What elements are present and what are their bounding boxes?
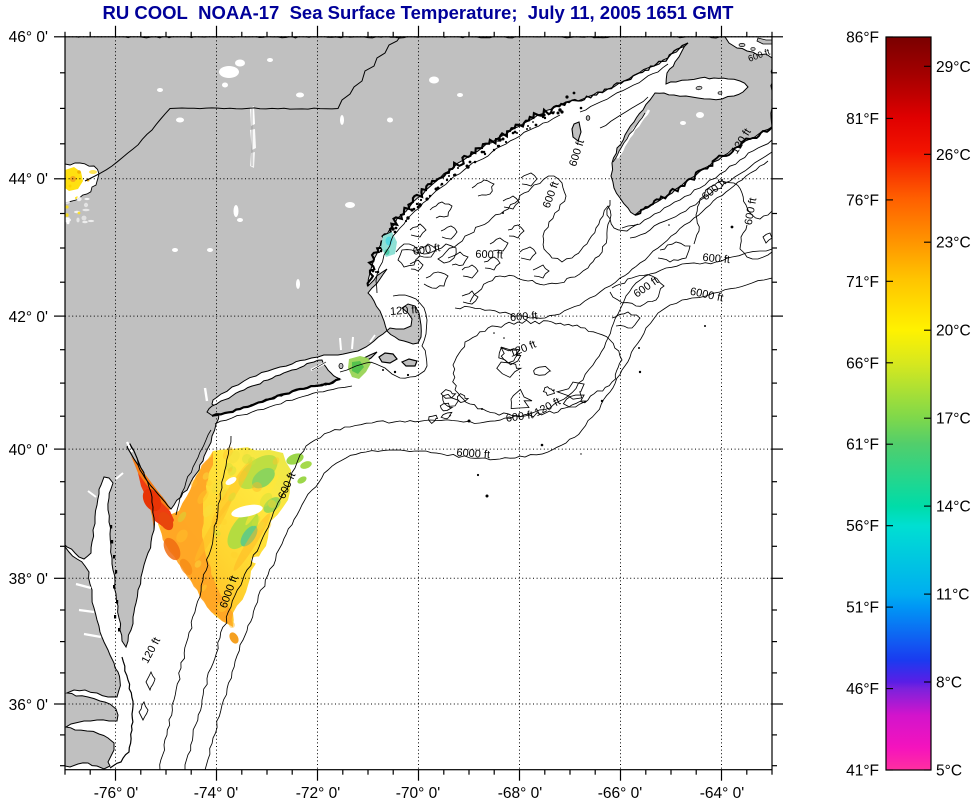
svg-text:-74° 0': -74° 0' xyxy=(194,785,239,801)
svg-text:11°C: 11°C xyxy=(936,587,969,604)
svg-text:17°C: 17°C xyxy=(936,411,971,428)
svg-text:14°C: 14°C xyxy=(936,499,971,516)
svg-text:600 ft: 600 ft xyxy=(475,249,503,262)
svg-text:120 ft: 120 ft xyxy=(390,304,418,318)
svg-text:600 ft: 600 ft xyxy=(702,252,730,266)
svg-text:-68° 0': -68° 0' xyxy=(498,785,543,801)
svg-text:-76° 0': -76° 0' xyxy=(94,785,139,801)
svg-text:42° 0': 42° 0' xyxy=(9,309,48,326)
svg-text:29°C: 29°C xyxy=(936,59,971,76)
svg-text:38° 0': 38° 0' xyxy=(9,571,48,588)
svg-text:-64° 0': -64° 0' xyxy=(700,785,745,801)
svg-text:76°F: 76°F xyxy=(846,192,879,209)
svg-text:46° 0': 46° 0' xyxy=(9,29,48,46)
svg-text:61°F: 61°F xyxy=(846,437,879,454)
svg-text:600 ft: 600 ft xyxy=(505,409,534,425)
svg-text:36° 0': 36° 0' xyxy=(9,697,48,714)
svg-text:46°F: 46°F xyxy=(846,681,879,698)
svg-text:81°F: 81°F xyxy=(846,111,879,128)
svg-text:-70° 0': -70° 0' xyxy=(396,785,441,801)
svg-text:41°F: 41°F xyxy=(846,763,879,780)
svg-text:-72° 0': -72° 0' xyxy=(296,785,341,801)
svg-text:40° 0': 40° 0' xyxy=(9,442,48,459)
svg-text:23°C: 23°C xyxy=(936,235,971,252)
svg-text:51°F: 51°F xyxy=(846,600,879,617)
svg-text:26°C: 26°C xyxy=(936,147,971,164)
svg-text:44° 0': 44° 0' xyxy=(9,171,48,188)
svg-text:600 ft: 600 ft xyxy=(412,242,441,258)
svg-text:8°C: 8°C xyxy=(936,675,962,692)
svg-text:86°F: 86°F xyxy=(846,30,879,47)
svg-text:600 ft: 600 ft xyxy=(510,310,538,324)
svg-text:66°F: 66°F xyxy=(846,355,879,372)
svg-text:-66° 0': -66° 0' xyxy=(598,785,643,801)
svg-text:5°C: 5°C xyxy=(936,763,962,780)
svg-text:71°F: 71°F xyxy=(846,274,879,291)
svg-text:600 ft: 600 ft xyxy=(743,197,760,226)
svg-text:RU COOL NOAA-17 Sea Surface: RU COOL NOAA-17 Sea Surface Temperature;… xyxy=(103,2,735,23)
svg-text:6000 ft: 6000 ft xyxy=(456,447,490,461)
svg-text:56°F: 56°F xyxy=(846,518,879,535)
svg-text:20°C: 20°C xyxy=(936,323,971,340)
